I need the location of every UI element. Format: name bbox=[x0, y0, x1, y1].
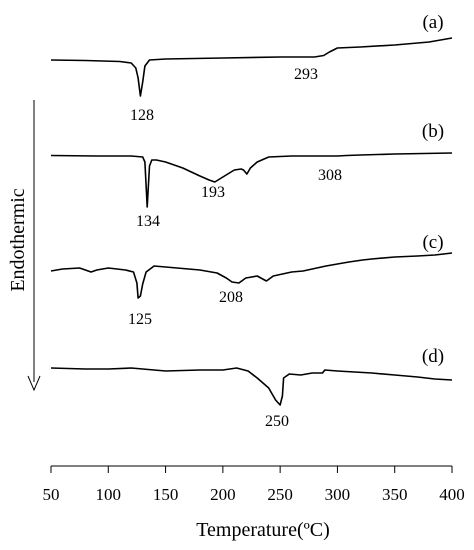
endothermic-arrow-head bbox=[27, 375, 41, 392]
y-axis-label: Endothermic bbox=[7, 188, 29, 291]
x-tick-label: 50 bbox=[43, 485, 60, 504]
series-layer bbox=[50, 37, 453, 406]
peak-label: 125 bbox=[128, 311, 152, 328]
x-axis-label: Temperature(ºC) bbox=[196, 519, 330, 541]
peak-label: 208 bbox=[219, 289, 243, 306]
peak-label: 293 bbox=[294, 66, 318, 83]
peak-label: 193 bbox=[201, 184, 225, 201]
series-label: (b) bbox=[422, 121, 444, 142]
series-line bbox=[50, 367, 453, 406]
annotation-layer: (a) 128 293 (b) 134 193 308 (c) 125 208 (d) 250 bbox=[128, 12, 444, 430]
peak-label: 134 bbox=[136, 213, 160, 230]
series-line bbox=[50, 37, 453, 97]
peak-label: 128 bbox=[130, 107, 154, 124]
series-label: (d) bbox=[422, 346, 444, 367]
series-label: (a) bbox=[422, 12, 443, 33]
series-line bbox=[50, 252, 453, 299]
x-tick-label: 100 bbox=[96, 485, 122, 504]
peak-label: 250 bbox=[265, 413, 289, 430]
x-tick-label: 250 bbox=[267, 485, 293, 504]
x-tick-label: 200 bbox=[210, 485, 236, 504]
series-line bbox=[50, 152, 453, 208]
peak-label: 308 bbox=[318, 167, 342, 184]
x-tick-label: 350 bbox=[382, 485, 408, 504]
x-tick-label: 150 bbox=[153, 485, 179, 504]
x-tick-label: 400 bbox=[439, 485, 465, 504]
x-axis-ticks: 50 100 150 200 250 300 350 400 bbox=[43, 466, 465, 504]
series-label: (c) bbox=[422, 232, 443, 253]
x-tick-label: 300 bbox=[325, 485, 351, 504]
